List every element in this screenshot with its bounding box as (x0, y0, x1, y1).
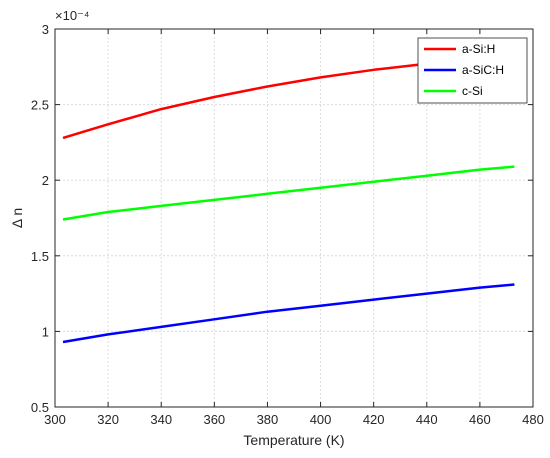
x-tick-label: 360 (203, 412, 225, 427)
y-tick-label: 2 (42, 173, 49, 188)
x-tick-label: 460 (469, 412, 491, 427)
y-axis-exponent-label: ×10⁻⁴ (55, 8, 90, 23)
x-tick-label: 320 (97, 412, 119, 427)
y-tick-label: 2.5 (31, 98, 49, 113)
tick-labels: 300 320 340 360 380 400 420 440 460 480 0.5 1 1.5 2 2.… (31, 22, 544, 427)
y-axis-label: Δ n (9, 208, 25, 228)
series-line-a-sic-h (62, 283, 515, 344)
x-tick-label: 480 (522, 412, 544, 427)
series-line-c-si (62, 165, 515, 221)
x-tick-label: 300 (44, 412, 66, 427)
legend: a-Si:H a-SiC:H c-Si (417, 37, 528, 104)
x-axis-label: Temperature (K) (243, 432, 344, 448)
x-tick-label: 420 (363, 412, 385, 427)
grid (55, 29, 533, 407)
x-tick-label: 400 (310, 412, 332, 427)
ticks (54, 28, 534, 408)
y-tick-label: 0.5 (31, 400, 49, 415)
legend-entry-a-sic-h: a-SiC:H (462, 63, 504, 77)
x-tick-label: 440 (416, 412, 438, 427)
y-tick-label: 1 (42, 324, 49, 339)
x-tick-label: 340 (150, 412, 172, 427)
legend-entry-c-si: c-Si (462, 84, 483, 98)
x-tick-label: 380 (257, 412, 279, 427)
y-tick-label: 3 (42, 22, 49, 37)
legend-entry-a-si-h: a-Si:H (462, 42, 495, 56)
y-tick-label: 1.5 (31, 249, 49, 264)
axes-box (54, 28, 534, 408)
